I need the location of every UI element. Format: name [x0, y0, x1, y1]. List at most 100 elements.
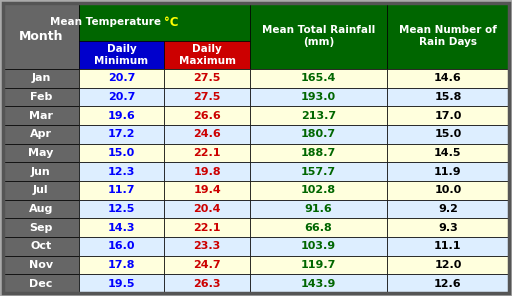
Text: 213.7: 213.7 [301, 111, 336, 121]
Bar [250, 88, 387, 106]
Bar [3, 237, 79, 256]
Text: 10.0: 10.0 [434, 185, 461, 195]
Text: 9.2: 9.2 [438, 204, 458, 214]
Text: 27.5: 27.5 [194, 92, 221, 102]
Bar [3, 256, 79, 274]
Bar [250, 274, 387, 293]
Bar [164, 256, 250, 274]
Text: 143.9: 143.9 [301, 279, 336, 289]
Text: 23.3: 23.3 [194, 241, 221, 251]
Text: Sep: Sep [29, 223, 53, 233]
Bar [164, 106, 250, 125]
Bar [3, 144, 79, 162]
Bar [164, 41, 250, 69]
Text: 17.0: 17.0 [434, 111, 462, 121]
Text: Jun: Jun [31, 167, 51, 177]
Text: 66.8: 66.8 [305, 223, 332, 233]
Bar [79, 237, 164, 256]
Text: Mar: Mar [29, 111, 53, 121]
Text: 188.7: 188.7 [301, 148, 336, 158]
Bar [79, 256, 164, 274]
Text: Mean Number of
Rain Days: Mean Number of Rain Days [399, 25, 497, 47]
Bar [3, 106, 79, 125]
Bar [164, 181, 250, 200]
Bar [3, 125, 79, 144]
Text: 12.3: 12.3 [108, 167, 135, 177]
Bar [79, 125, 164, 144]
Text: 19.5: 19.5 [108, 279, 135, 289]
Text: Aug: Aug [29, 204, 53, 214]
Bar [250, 69, 387, 88]
Bar [250, 106, 387, 125]
Bar [250, 237, 387, 256]
Text: 22.1: 22.1 [194, 223, 221, 233]
Bar [387, 144, 509, 162]
Bar [387, 200, 509, 218]
Text: 9.3: 9.3 [438, 223, 458, 233]
Bar [387, 69, 509, 88]
Text: 26.3: 26.3 [194, 279, 221, 289]
Text: 20.7: 20.7 [108, 92, 135, 102]
Text: 12.5: 12.5 [108, 204, 135, 214]
Text: 14.5: 14.5 [434, 148, 462, 158]
Bar [250, 3, 387, 69]
Bar [387, 88, 509, 106]
Text: 17.2: 17.2 [108, 129, 135, 139]
Text: 11.9: 11.9 [434, 167, 462, 177]
Text: Mean Total Rainfall
(mm): Mean Total Rainfall (mm) [262, 25, 375, 47]
Bar [79, 274, 164, 293]
Bar [387, 218, 509, 237]
Text: 11.1: 11.1 [434, 241, 462, 251]
Text: 157.7: 157.7 [301, 167, 336, 177]
Bar [164, 125, 250, 144]
Bar [3, 200, 79, 218]
Bar [164, 200, 250, 218]
Bar [387, 106, 509, 125]
Bar [79, 69, 164, 88]
Text: 14.3: 14.3 [108, 223, 135, 233]
Bar [79, 200, 164, 218]
Text: 24.7: 24.7 [194, 260, 221, 270]
Bar [79, 106, 164, 125]
Text: Dec: Dec [29, 279, 53, 289]
Text: Jan: Jan [31, 73, 51, 83]
Text: 165.4: 165.4 [301, 73, 336, 83]
Text: 12.6: 12.6 [434, 279, 462, 289]
Text: Month: Month [18, 30, 63, 43]
Bar [3, 274, 79, 293]
Text: 16.0: 16.0 [108, 241, 135, 251]
Text: Daily
Maximum: Daily Maximum [179, 44, 236, 66]
Text: 119.7: 119.7 [301, 260, 336, 270]
Text: Jul: Jul [33, 185, 49, 195]
Bar [3, 181, 79, 200]
Text: 91.6: 91.6 [305, 204, 332, 214]
Bar [164, 237, 250, 256]
Bar [387, 181, 509, 200]
Text: 22.1: 22.1 [194, 148, 221, 158]
Text: 24.6: 24.6 [193, 129, 221, 139]
Bar [387, 237, 509, 256]
Bar [164, 274, 250, 293]
Text: Mean Temperature: Mean Temperature [50, 17, 164, 27]
Bar [3, 3, 79, 69]
Bar [79, 181, 164, 200]
Bar [387, 125, 509, 144]
Bar [250, 162, 387, 181]
Bar [250, 144, 387, 162]
Text: 14.6: 14.6 [434, 73, 462, 83]
Text: Feb: Feb [30, 92, 52, 102]
Text: 15.8: 15.8 [434, 92, 462, 102]
Text: 19.6: 19.6 [108, 111, 136, 121]
Bar [387, 162, 509, 181]
Text: Oct: Oct [30, 241, 52, 251]
Bar [3, 218, 79, 237]
Text: 27.5: 27.5 [194, 73, 221, 83]
Text: 20.4: 20.4 [194, 204, 221, 214]
Bar [250, 125, 387, 144]
Bar [164, 88, 250, 106]
Bar [387, 274, 509, 293]
Bar [164, 162, 250, 181]
Bar [79, 41, 164, 69]
Bar [79, 144, 164, 162]
Text: 19.8: 19.8 [194, 167, 221, 177]
